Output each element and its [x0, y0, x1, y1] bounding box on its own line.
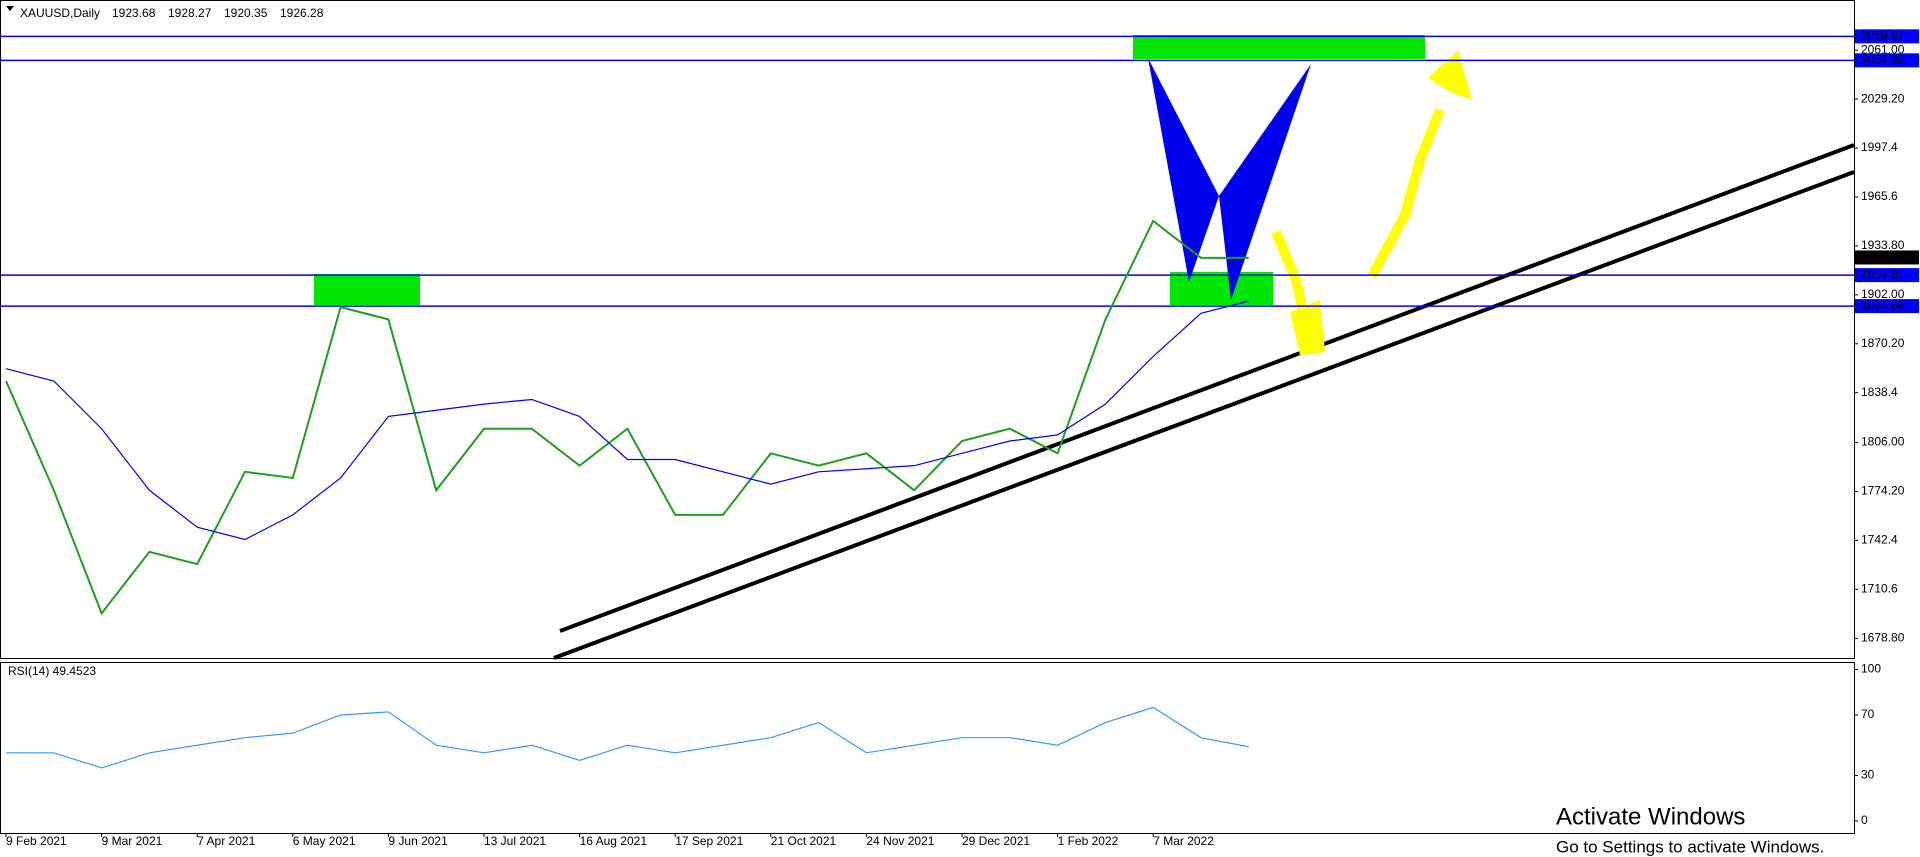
menu-icon[interactable] — [6, 6, 14, 11]
x-tick-label: 29 Dec 2021 — [962, 834, 1030, 848]
level-label-box — [1855, 299, 1919, 314]
level-label-box — [1855, 53, 1919, 68]
series-line — [5, 219, 1249, 616]
level-label-box — [1855, 29, 1919, 44]
series-line — [5, 300, 1249, 541]
y-tick-label: 1742.4 — [1861, 533, 1898, 547]
y-tick-label: 70 — [1861, 707, 1875, 721]
x-tick-label: 13 Jul 2021 — [484, 834, 546, 848]
quote-value: 1926.28 — [280, 6, 324, 20]
zone — [1170, 272, 1273, 305]
watermark: Go to Settings to activate Windows. — [1556, 837, 1824, 856]
y-tick-label: 1774.20 — [1861, 484, 1905, 498]
harmonic-pattern — [1148, 58, 1219, 282]
level-label-box — [1855, 268, 1919, 283]
series-line — [6, 706, 1249, 769]
y-tick-label: 1710.6 — [1861, 582, 1898, 596]
x-tick-label: 24 Nov 2021 — [866, 834, 934, 848]
zone — [1133, 35, 1425, 59]
y-tick-label: 1678.80 — [1861, 630, 1905, 644]
x-tick-label: 7 Apr 2021 — [197, 834, 255, 848]
x-tick-label: 6 May 2021 — [293, 834, 356, 848]
price-label: 1926.28 — [1861, 250, 1905, 264]
quote-value: 1920.35 — [224, 6, 268, 20]
watermark: Activate Windows — [1556, 803, 1745, 830]
level-label: 2069.97 — [1861, 29, 1905, 43]
quote-value: 1928.27 — [168, 6, 212, 20]
x-tick-label: 7 Mar 2022 — [1153, 834, 1214, 848]
x-tick-label: 17 Sep 2021 — [675, 834, 743, 848]
y-tick-label: 0 — [1861, 813, 1868, 827]
rsi-title: RSI(14) 49.4523 — [8, 664, 96, 678]
arrow-head — [1290, 300, 1325, 355]
y-tick-label: 30 — [1861, 768, 1875, 782]
x-tick-label: 1 Feb 2022 — [1058, 834, 1119, 848]
arrow-head — [1428, 50, 1472, 100]
arrow — [1367, 108, 1445, 279]
level-label: 2054.39 — [1861, 53, 1905, 67]
y-tick-label: 100 — [1861, 662, 1881, 676]
rsi-panel — [0, 662, 1855, 834]
level-label: 1914.81 — [1861, 267, 1905, 281]
zone — [314, 274, 420, 305]
y-tick-label: 1997.4 — [1861, 140, 1898, 154]
level-label: 1894.68 — [1861, 298, 1905, 312]
y-tick-label: 1838.4 — [1861, 385, 1898, 399]
price-label-box — [1855, 250, 1919, 265]
harmonic-pattern — [1219, 64, 1311, 300]
quote-value: 1923.68 — [112, 6, 156, 20]
y-tick-label: 1965.6 — [1861, 189, 1898, 203]
y-tick-label: 1933.80 — [1861, 238, 1905, 252]
main-panel — [0, 0, 1855, 659]
trend-line — [553, 170, 1855, 660]
chart-title: XAUUSD,Daily — [20, 6, 100, 20]
x-tick-label: 9 Feb 2021 — [6, 834, 67, 848]
x-tick-label: 16 Aug 2021 — [580, 834, 648, 848]
x-tick-label: 9 Mar 2021 — [102, 834, 163, 848]
x-tick-label: 9 Jun 2021 — [388, 834, 448, 848]
y-tick-label: 1870.20 — [1861, 336, 1905, 350]
y-tick-label: 2061.00 — [1861, 42, 1905, 56]
y-tick-label: 1806.00 — [1861, 435, 1905, 449]
trend-line — [559, 143, 1855, 633]
y-tick-label: 1902.00 — [1861, 287, 1905, 301]
x-tick-label: 21 Oct 2021 — [771, 834, 837, 848]
y-tick-label: 2029.20 — [1861, 91, 1905, 105]
